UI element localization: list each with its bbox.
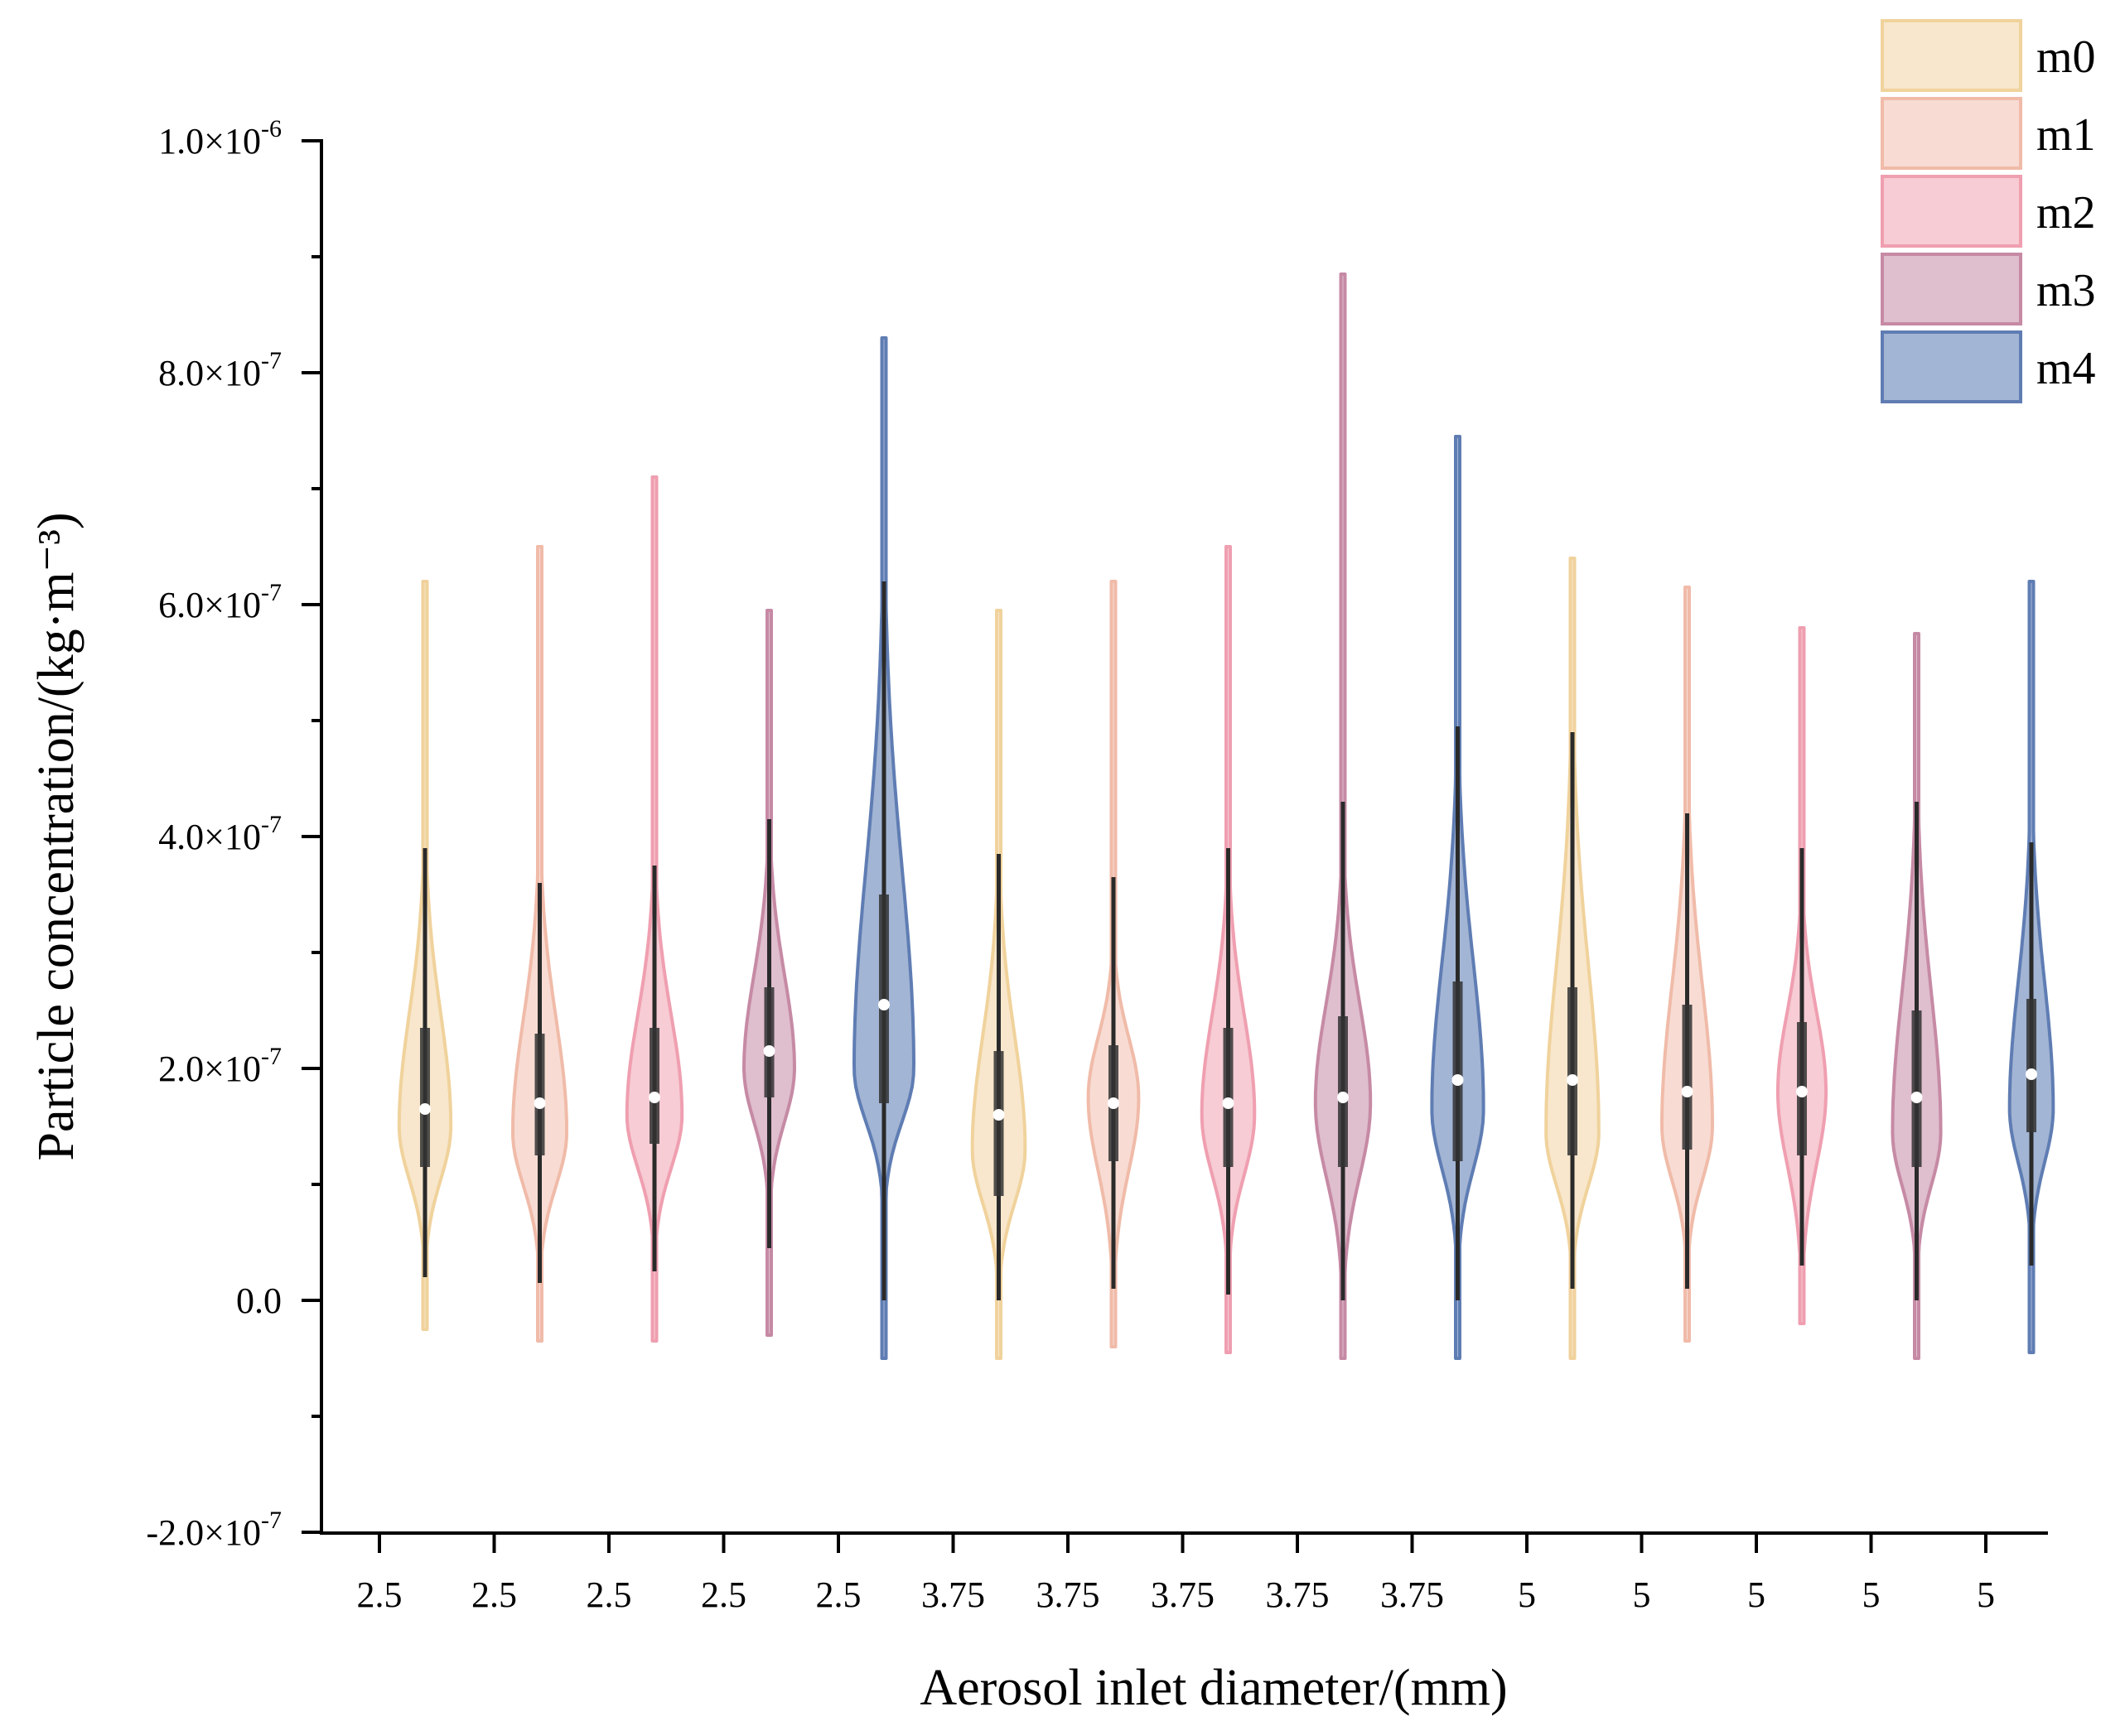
violin-2.5-m4 [852,336,915,1360]
violin-iqr-box [534,1034,545,1155]
legend-label-m3: m3 [2036,265,2096,316]
x-tick-label: 3.75 [1266,1574,1330,1615]
x-tick-label: 5 [1747,1574,1765,1615]
violin-median-dot [1567,1074,1578,1086]
violin-iqr-box [1567,987,1577,1155]
violin-median-dot [763,1045,775,1057]
axes: -2.0×10-7 0.0 2.0×10-7 4.0×10-7 6.0×10-7 8.0×… [147,115,2048,1615]
y-tick-label: 1.0×10-6 [158,115,282,162]
violin-median-dot [1222,1097,1234,1109]
violin-3.75-m3 [1313,272,1373,1360]
violin-2.5-m0 [397,580,453,1331]
violin-median-dot [1451,1074,1464,1086]
x-tick-label: 2.5 [816,1574,862,1615]
y-tick-label: 2.0×10-7 [158,1043,282,1089]
x-tick-label: 2.5 [471,1574,517,1615]
violin-3.75-m1 [1086,580,1141,1348]
x-tick-label: 2.5 [357,1574,403,1615]
legend-swatch-m0 [1881,19,2022,92]
violin-iqr-box [1911,1010,1922,1167]
legend-swatch-m3 [1881,253,2022,326]
violin-5-m1 [1660,586,1714,1343]
y-tick-label: 4.0×10-7 [158,811,282,857]
violin-3.75-m0 [970,609,1027,1360]
violin-median-dot [878,999,890,1010]
x-tick-label: 2.5 [587,1574,632,1615]
violin-2.5-m3 [742,609,796,1337]
violin-5-m3 [1891,632,1943,1360]
x-tick-label: 3.75 [1036,1574,1100,1615]
violin-5-m0 [1544,557,1601,1360]
legend: m0 m1 m2 m3 m4 [1881,19,2096,403]
x-ticks: 2.5 2.5 2.5 2.5 2.5 3.75 3.75 3.75 3.75 3.75 5 5 5 5 5 [357,1533,1995,1615]
violin-median-dot [419,1103,431,1115]
violin-3.75-m4 [1430,435,1485,1360]
legend-swatch-m2 [1881,175,2022,248]
legend-swatch-m4 [1881,330,2022,403]
x-tick-label: 3.75 [921,1574,985,1615]
violin-median-dot [992,1109,1005,1121]
violin-2.5-m2 [625,475,684,1343]
violin-layer [397,272,2055,1360]
violin-median-dot [1796,1086,1808,1097]
x-tick-label: 3.75 [1151,1574,1215,1615]
violin-iqr-box [650,1028,659,1144]
x-tick-label: 5 [1518,1574,1536,1615]
x-tick-label: 5 [1862,1574,1881,1615]
violin-median-dot [534,1097,546,1109]
x-axis-title: Aerosol inlet diameter/(mm) [920,1660,1507,1716]
y-axis-title: Particle concentration/(kg·m⁻³) [28,513,85,1161]
violin-5-m4 [2007,580,2055,1354]
violin-iqr-box [993,1051,1004,1196]
legend-label-m0: m0 [2036,31,2096,83]
violin-iqr-box [1682,1005,1693,1150]
violin-iqr-box [420,1028,430,1167]
legend-swatch-m1 [1881,97,2022,170]
y-tick-label: 8.0×10-7 [158,347,282,393]
x-tick-label: 2.5 [701,1574,746,1615]
y-tick-label: 0.0 [236,1280,282,1321]
violin-median-dot [2026,1068,2037,1080]
violin-3.75-m2 [1200,545,1257,1354]
x-tick-label: 5 [1633,1574,1651,1615]
x-tick-label: 5 [1977,1574,1995,1615]
violin-median-dot [1910,1092,1923,1103]
x-tick-label: 3.75 [1380,1574,1444,1615]
violin-median-dot [1108,1097,1119,1109]
violin-iqr-box [1452,981,1463,1161]
y-tick-label: -2.0×10-7 [147,1507,282,1553]
violin-5-m2 [1775,626,1828,1325]
violin-median-dot [1337,1092,1349,1103]
violin-median-dot [649,1092,660,1103]
violin-median-dot [1681,1086,1693,1097]
legend-label-m1: m1 [2036,109,2096,161]
y-ticks: -2.0×10-7 0.0 2.0×10-7 4.0×10-7 6.0×10-7 8.0×… [147,115,321,1553]
violin-iqr-box [764,987,775,1097]
violin-2.5-m1 [511,545,568,1343]
y-tick-label: 6.0×10-7 [158,579,282,625]
violin-iqr-box [2026,999,2036,1132]
legend-label-m4: m4 [2036,343,2096,394]
legend-label-m2: m2 [2036,187,2096,239]
